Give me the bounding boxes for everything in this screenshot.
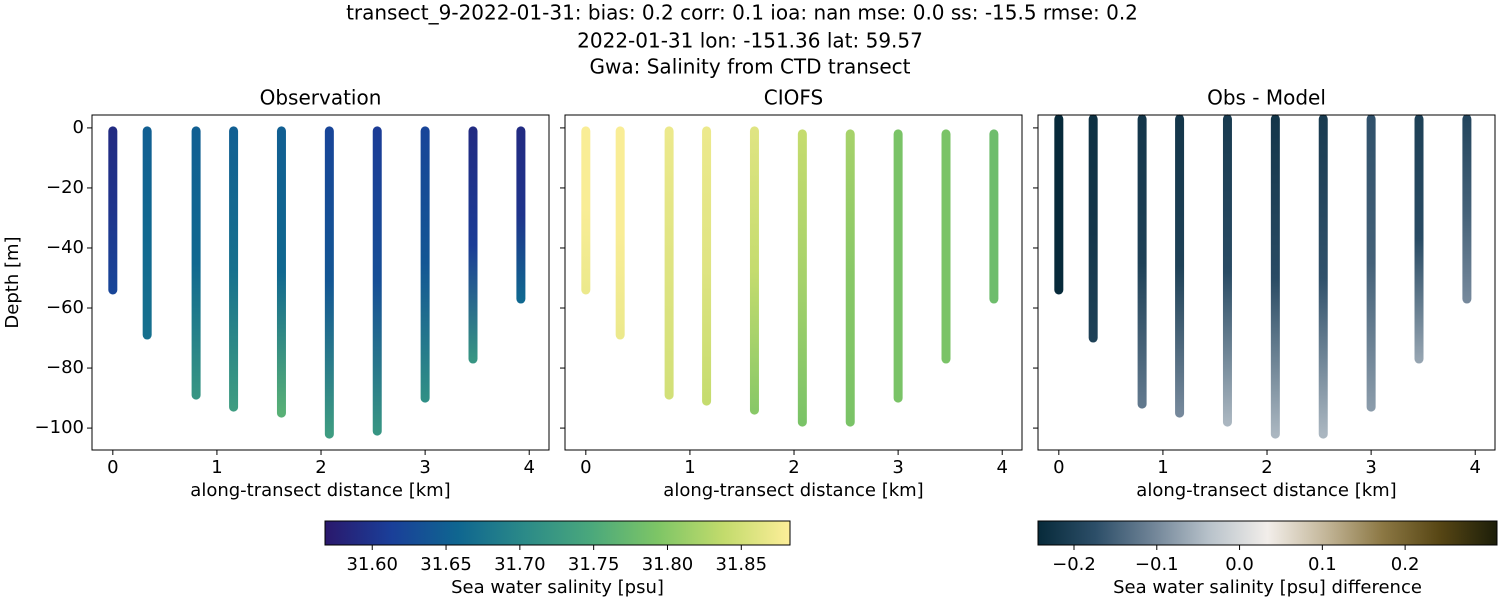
suptitle: Gwa: Salinity from CTD transect — [590, 55, 911, 79]
colorbar-tick-label: 31.85 — [716, 554, 768, 575]
colorbar — [1037, 520, 1498, 546]
x-tick-label: 4 — [1469, 457, 1480, 478]
y-tick-label: −60 — [46, 297, 84, 318]
x-axis-label: along-transect distance [km] — [190, 480, 450, 501]
y-tick-label: −40 — [46, 237, 84, 258]
x-tick-label: 1 — [211, 457, 222, 478]
panel-title: Observation — [260, 86, 382, 110]
x-tick-label: 0 — [580, 457, 591, 478]
x-tick-label: 0 — [1053, 457, 1064, 478]
axes-frame — [91, 114, 550, 451]
suptitle: transect_9-2022-01-31: bias: 0.2 corr: 0… — [346, 1, 1138, 25]
suptitle: 2022-01-31 lon: -151.36 lat: 59.57 — [577, 29, 923, 53]
x-tick-label: 4 — [996, 457, 1007, 478]
x-axis-label: along-transect distance [km] — [663, 480, 923, 501]
x-tick-label: 2 — [1261, 457, 1272, 478]
x-tick-label: 0 — [107, 457, 118, 478]
colorbar-label: Sea water salinity [psu] difference — [1113, 577, 1422, 598]
colorbar-tick-label: 0.0 — [1225, 554, 1254, 575]
colorbar-tick-label: −0.2 — [1052, 554, 1096, 575]
x-tick-label: 3 — [419, 457, 430, 478]
x-tick-label: 3 — [892, 457, 903, 478]
x-axis-label: along-transect distance [km] — [1136, 480, 1396, 501]
y-axis-label: Depth [m] — [2, 236, 23, 328]
x-tick-label: 2 — [788, 457, 799, 478]
axes-frame — [1037, 114, 1496, 451]
panel-title: CIOFS — [764, 86, 823, 110]
x-tick-label: 2 — [315, 457, 326, 478]
y-tick-label: −80 — [46, 357, 84, 378]
x-tick-label: 4 — [523, 457, 534, 478]
colorbar-tick-label: −0.1 — [1135, 554, 1179, 575]
colorbar-tick-label: 0.1 — [1308, 554, 1337, 575]
x-tick-label: 1 — [684, 457, 695, 478]
colorbar — [324, 520, 791, 546]
colorbar-tick-label: 31.80 — [642, 554, 694, 575]
colorbar-tick-label: 0.2 — [1391, 554, 1420, 575]
colorbar-tick-label: 31.70 — [494, 554, 546, 575]
colorbar-tick-label: 31.65 — [420, 554, 472, 575]
colorbar-label: Sea water salinity [psu] — [451, 577, 664, 598]
panel-title: Obs - Model — [1207, 86, 1326, 110]
colorbar-tick-label: 31.60 — [346, 554, 398, 575]
y-tick-label: 0 — [73, 117, 84, 138]
x-tick-label: 3 — [1365, 457, 1376, 478]
colorbar-tick-label: 31.75 — [568, 554, 620, 575]
axes-frame — [564, 114, 1023, 451]
y-tick-label: −20 — [46, 177, 84, 198]
y-tick-label: −100 — [35, 417, 84, 438]
x-tick-label: 1 — [1157, 457, 1168, 478]
